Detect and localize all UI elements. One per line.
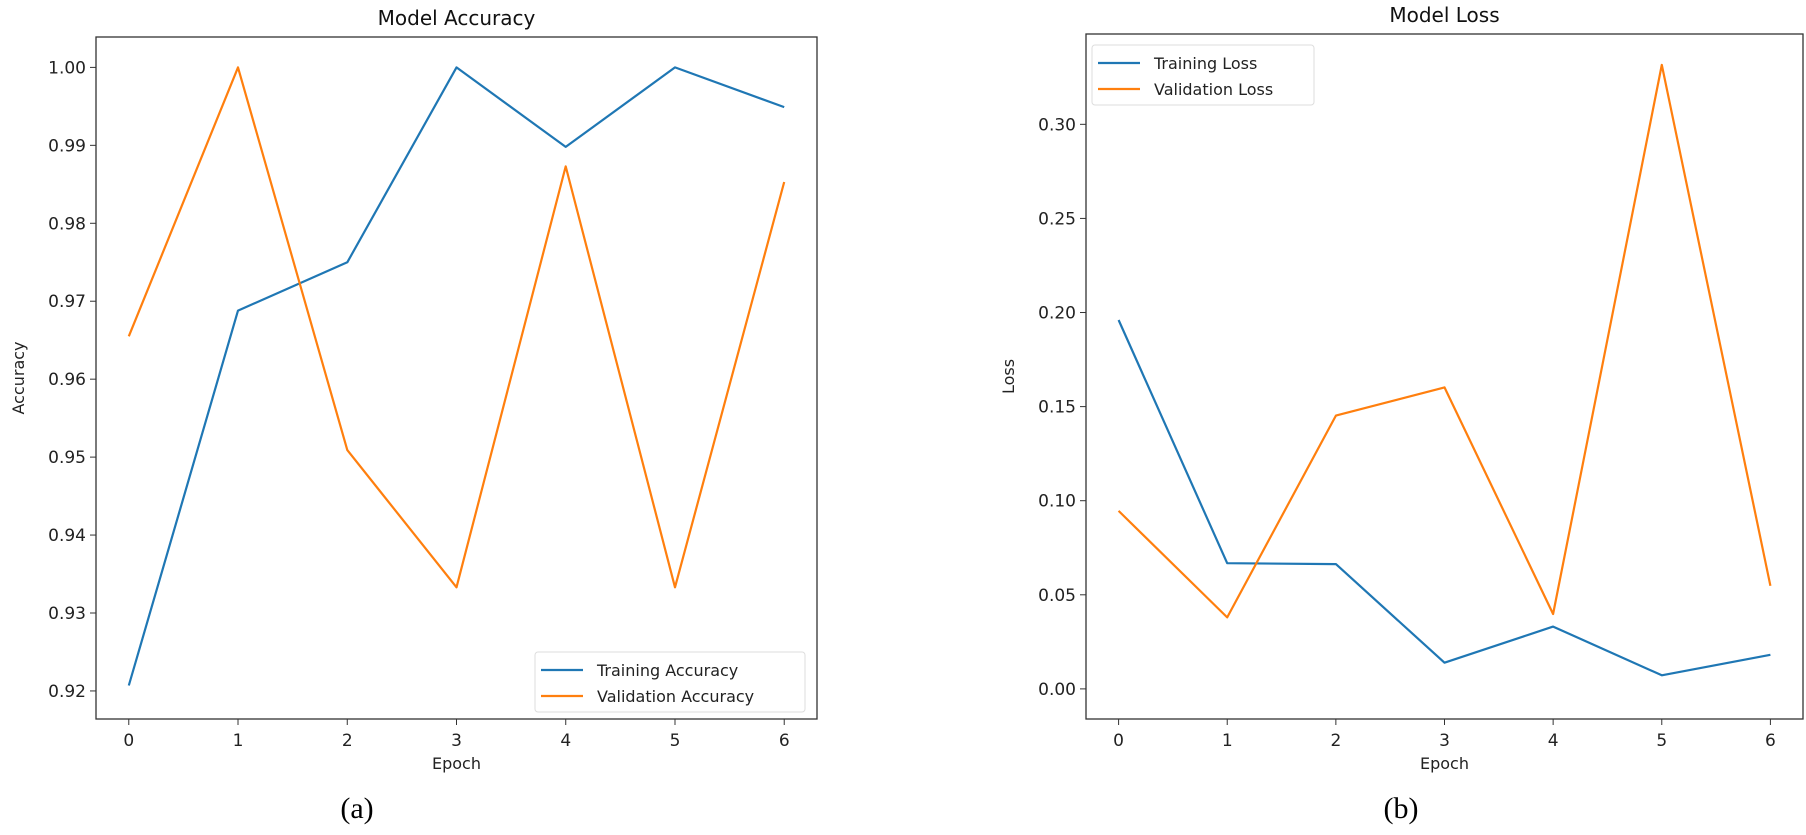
y-tick-label: 1.00 (48, 58, 86, 78)
y-tick-label: 0.93 (48, 604, 86, 624)
y-axis-label: Accuracy (9, 341, 28, 414)
x-tick-label: 5 (1656, 731, 1667, 751)
legend: Training Accuracy Validation Accuracy (534, 651, 806, 713)
y-tick-label: 0.05 (1038, 586, 1076, 606)
series-line-training-accuracy (127, 66, 785, 686)
x-tick-label: 0 (123, 731, 134, 751)
x-tick-label: 3 (451, 731, 462, 751)
y-tick-label: 0.99 (48, 136, 86, 156)
legend-box (1091, 44, 1315, 106)
y-tick-label: 0.95 (48, 448, 86, 468)
x-axis-label: Epoch (432, 754, 481, 773)
x-tick-label: 5 (670, 731, 681, 751)
y-tick-label: 0.00 (1038, 680, 1076, 700)
series-line-training-loss (1117, 319, 1771, 677)
x-tick-label: 3 (1439, 731, 1450, 751)
axes-frame (95, 36, 818, 720)
x-tick-label: 1 (233, 731, 244, 751)
x-axis-label: Epoch (1420, 754, 1469, 773)
figure-caption: (b) (1384, 792, 1419, 825)
y-tick-label: 0.25 (1038, 209, 1076, 229)
axes-frame (1085, 33, 1804, 720)
legend-label: Validation Accuracy (597, 687, 754, 706)
y-tick-label: 0.94 (48, 526, 86, 546)
x-tick-label: 6 (1765, 731, 1776, 751)
y-tick-label: 0.15 (1038, 398, 1076, 418)
series-line-validation-loss (1117, 63, 1772, 619)
chart-panel-1: Model Loss 0 1 2 3 4 5 6 0.00 0.05 0.10 0.15 0.20 0.2… (999, 3, 1804, 825)
legend: Training Loss Validation Loss (1091, 44, 1315, 106)
y-tick-label: 0.97 (48, 292, 86, 312)
figure-caption: (a) (340, 792, 373, 825)
y-tick-label: 0.10 (1038, 492, 1076, 512)
x-tick-label: 4 (1548, 731, 1559, 751)
legend-label: Validation Loss (1154, 80, 1273, 99)
x-tick-label: 4 (560, 731, 571, 751)
chart-title: Model Accuracy (378, 6, 536, 30)
chart-title: Model Loss (1389, 3, 1499, 27)
y-tick-label: 0.92 (48, 682, 86, 702)
y-tick-label: 0.30 (1038, 115, 1076, 135)
legend-box (534, 651, 806, 713)
chart-panel-0: Model Accuracy 0 1 2 3 4 5 6 0.92 0.93 0.94 0.95 0.9… (9, 6, 818, 825)
y-tick-label: 0.98 (48, 214, 86, 234)
legend-label: Training Accuracy (596, 661, 738, 680)
series-line-validation-accuracy (127, 66, 786, 589)
x-tick-label: 6 (779, 731, 790, 751)
y-tick-label: 0.96 (48, 370, 86, 390)
x-tick-label: 1 (1222, 731, 1233, 751)
x-tick-label: 0 (1113, 731, 1124, 751)
legend-label: Training Loss (1153, 54, 1257, 73)
y-axis-label: Loss (999, 359, 1018, 394)
x-tick-label: 2 (1330, 731, 1341, 751)
x-tick-label: 2 (342, 731, 353, 751)
y-tick-label: 0.20 (1038, 304, 1076, 324)
